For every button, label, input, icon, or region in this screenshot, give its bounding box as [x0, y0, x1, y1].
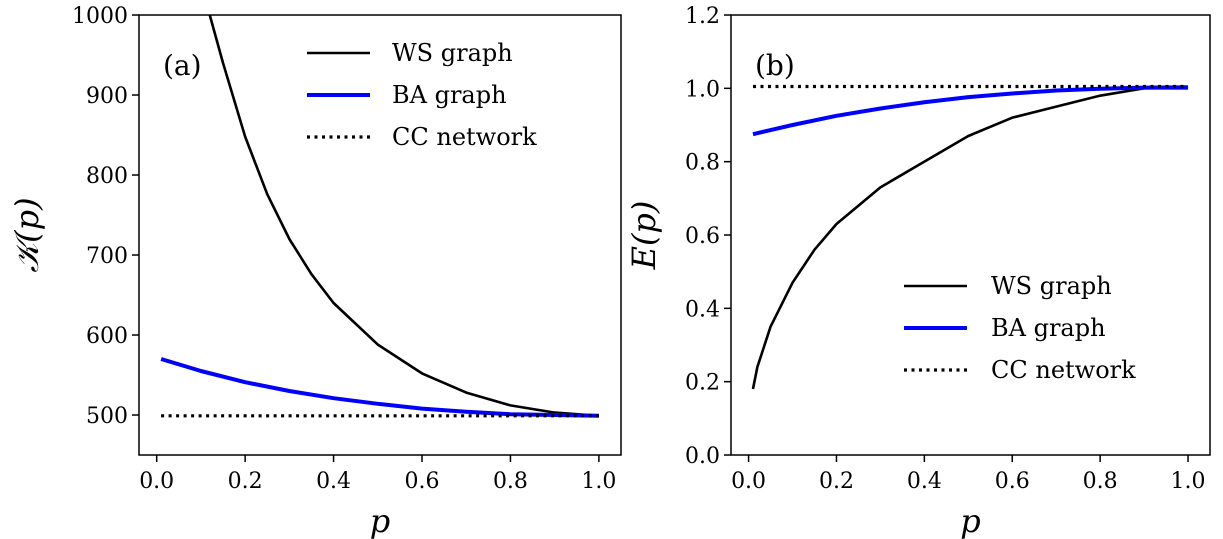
y-tick-label: 700 — [86, 244, 128, 269]
legend-label: WS graph — [991, 272, 1112, 300]
axes-frame — [730, 14, 1211, 456]
x-tick-label: 0.6 — [995, 469, 1030, 494]
y-tick-label: 0.4 — [685, 297, 720, 322]
series-line-ws-graph — [208, 15, 599, 418]
y-tick-label: 0.6 — [685, 224, 720, 249]
legend-label: BA graph — [991, 314, 1106, 342]
panel-label: (b) — [755, 49, 795, 82]
x-tick-label: 0.8 — [1083, 469, 1118, 494]
x-tick-label: 0.0 — [731, 469, 766, 494]
y-tick-label: 0.8 — [685, 151, 720, 176]
panel-label: (a) — [163, 49, 202, 82]
legend: WS graph BA graph CC network — [307, 39, 537, 151]
y-tick-label: 600 — [86, 324, 128, 349]
y-tick-label: 1.0 — [685, 77, 720, 102]
x-tick-label: 0.2 — [228, 469, 263, 494]
x-tick-label: 0.4 — [907, 469, 942, 494]
y-tick-label: 0.0 — [685, 444, 720, 469]
legend-label: CC network — [991, 356, 1136, 384]
x-tick-label: 0.6 — [405, 469, 440, 494]
x-axis-label: p — [370, 502, 390, 539]
y-tick-label: 800 — [86, 164, 128, 189]
y-tick-label: 1000 — [72, 4, 128, 29]
series-line-ba-graph — [752, 85, 1189, 137]
y-tick-label: 0.2 — [685, 371, 720, 396]
chart-panel-2: 0.0 0.2 0.4 0.6 0.8 1.0 0.0 0.2 0.4 0.6 0.8 1.0 1.2 p… — [625, 4, 1211, 539]
y-tick-label: 1.2 — [685, 4, 720, 29]
x-tick-label: 0.0 — [139, 469, 174, 494]
x-tick-label: 1.0 — [581, 469, 616, 494]
y-axis-label: E(p) — [625, 201, 663, 271]
axes-frame — [138, 14, 622, 456]
series-line-ba-graph — [160, 357, 599, 418]
legend-label: BA graph — [392, 81, 507, 109]
y-axis-label: 𝒦(p) — [8, 197, 46, 272]
legend-label: CC network — [392, 123, 537, 151]
x-tick-label: 1.0 — [1171, 469, 1206, 494]
x-tick-label: 0.8 — [493, 469, 528, 494]
series-line-ws-graph — [751, 87, 1189, 390]
y-tick-label: 900 — [86, 84, 128, 109]
y-tick-label: 500 — [86, 404, 128, 429]
chart-panel-1: 0.0 0.2 0.4 0.6 0.8 1.0 500 600 700 800 900 1000 p 𝒦(… — [8, 4, 622, 539]
legend-label: WS graph — [392, 39, 513, 67]
x-tick-label: 0.2 — [819, 469, 854, 494]
x-tick-label: 0.4 — [316, 469, 351, 494]
legend: WS graph BA graph CC network — [904, 272, 1136, 384]
x-axis-label: p — [960, 502, 980, 539]
